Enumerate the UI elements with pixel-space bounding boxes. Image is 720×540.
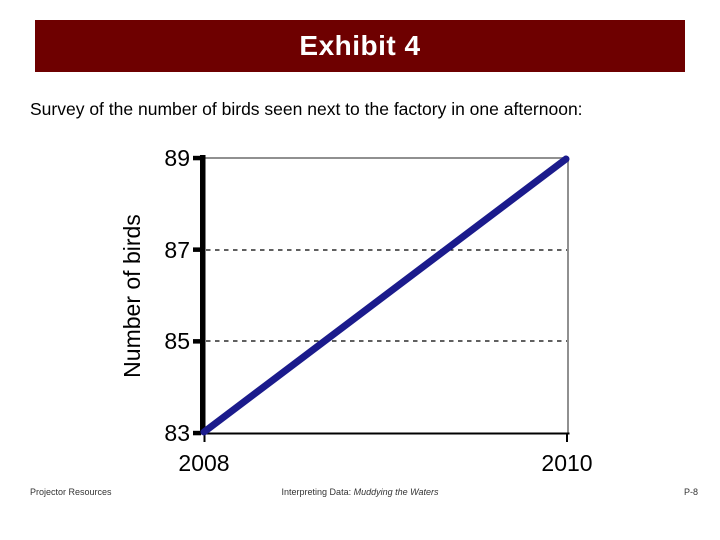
- slide-subtitle: Survey of the number of birds seen next …: [30, 99, 583, 119]
- data-line-birds: [200, 155, 570, 436]
- y-tick-mark-89: [193, 155, 201, 161]
- y-tick-label-85: 85: [164, 328, 190, 354]
- footer-page-number: P-8: [683, 487, 698, 497]
- footer-center-prefix: Interpreting Data:: [281, 487, 354, 497]
- footer-left: Projector Resources: [30, 487, 112, 497]
- y-tick-label-83: 83: [164, 420, 190, 446]
- footer-center: Interpreting Data: Muddying the Waters: [0, 487, 720, 497]
- title-bar: Exhibit 4: [35, 20, 685, 72]
- y-tick-mark-83: [193, 430, 201, 436]
- y-tick-mark-85: [193, 339, 201, 344]
- x-tick-label-2010: 2010: [541, 450, 593, 476]
- y-axis-title: Number of birds: [119, 214, 145, 378]
- slide-title: Exhibit 4: [299, 30, 421, 61]
- x-tick-label-2008: 2008: [178, 450, 230, 476]
- y-tick-label-89: 89: [164, 145, 190, 171]
- y-axis-line: [200, 155, 206, 434]
- footer-center-title: Muddying the Waters: [353, 487, 439, 497]
- y-tick-label-87: 87: [164, 237, 190, 263]
- y-tick-mark-87: [193, 247, 201, 252]
- slide-footer: Projector Resources Interpreting Data: M…: [0, 485, 720, 501]
